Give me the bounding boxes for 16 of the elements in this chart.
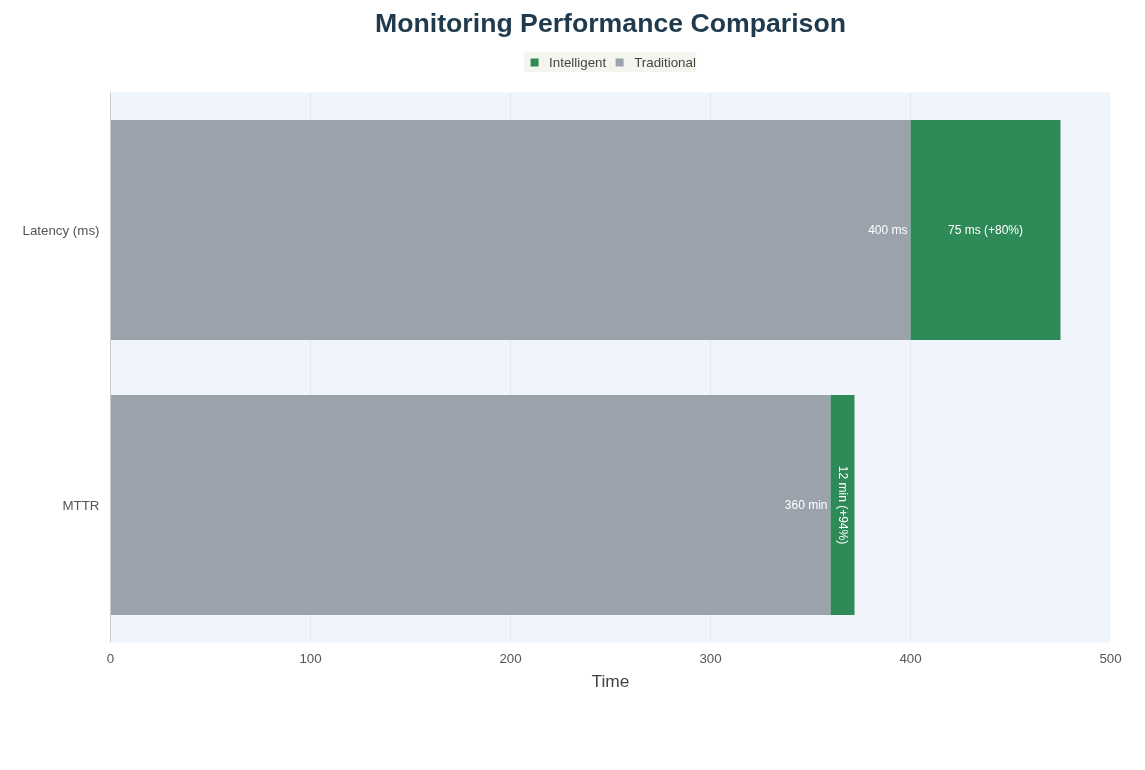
x-tick-label: 0 bbox=[106, 650, 115, 666]
y-tick-label: MTTR bbox=[62, 497, 100, 513]
x-tick-label: 200 bbox=[499, 650, 522, 666]
data-label: 75 ms (+80%) bbox=[947, 223, 1024, 237]
y-tick-label: Latency (ms) bbox=[22, 222, 100, 238]
x-tick-label: 300 bbox=[699, 650, 722, 666]
data-label: 360 min bbox=[784, 498, 828, 512]
data-label: 400 ms bbox=[868, 223, 908, 237]
x-axis-title: Time bbox=[591, 670, 630, 691]
chart-title: Monitoring Performance Comparison bbox=[375, 7, 846, 38]
legend-label: Traditional bbox=[634, 54, 696, 70]
legend-label: Intelligent bbox=[549, 54, 607, 70]
x-tick-label: 100 bbox=[299, 650, 322, 666]
data-label: 12 min (+94%) bbox=[835, 465, 850, 545]
x-tick-label: 500 bbox=[1099, 650, 1122, 666]
x-tick-label: 400 bbox=[899, 650, 922, 666]
